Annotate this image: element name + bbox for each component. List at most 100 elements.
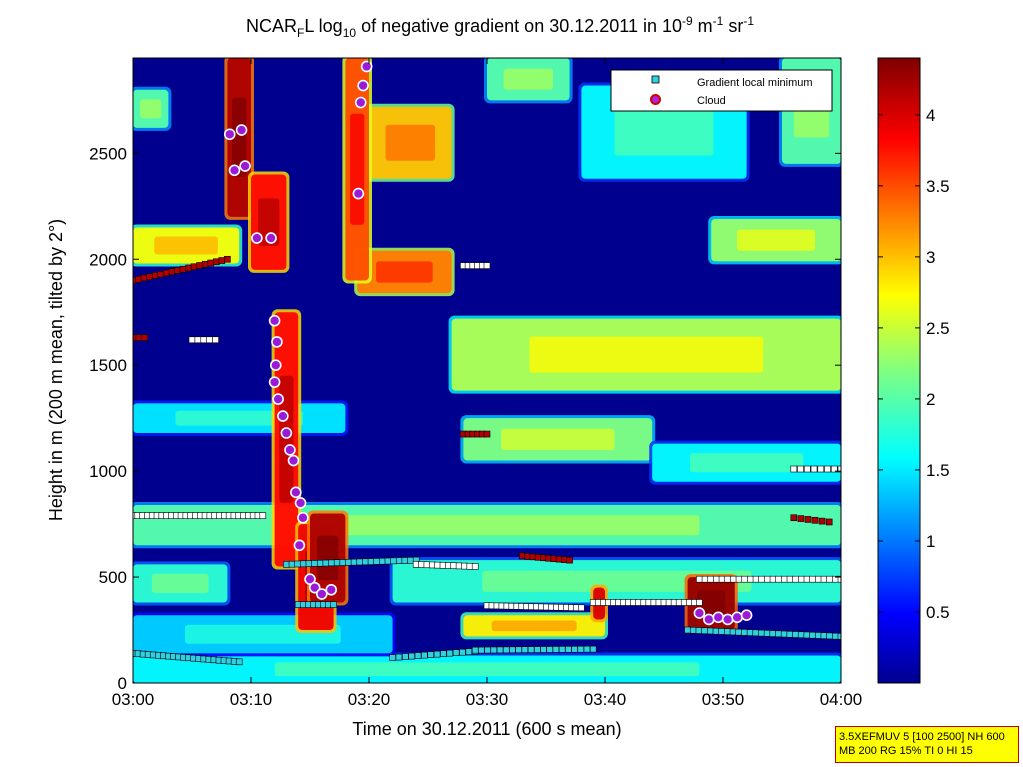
gradient-minimum-marker — [566, 556, 573, 564]
gradient-minimum-marker — [330, 601, 337, 608]
cloud-marker — [268, 314, 281, 327]
colorbar-tick-label: 3 — [926, 248, 935, 267]
title-sup2: -1 — [713, 14, 724, 28]
legend-box — [610, 69, 833, 112]
gradient-minimum-marker — [811, 516, 819, 524]
colorbar-tick-label: 3.5 — [926, 177, 950, 196]
gradient-minimum-marker — [490, 646, 498, 654]
y-tick-label: 1500 — [89, 356, 127, 375]
gradient-minimum-marker — [218, 257, 226, 264]
cloud-marker — [360, 60, 373, 73]
gradient-minimum-marker — [389, 654, 396, 661]
gradient-minimum-marker — [483, 430, 491, 438]
heatmap-core — [350, 113, 365, 225]
gradient-minimum-marker — [483, 262, 491, 269]
x-tick-label: 03:00 — [112, 690, 155, 709]
heatmap-core — [503, 68, 554, 90]
gradient-minimum-marker — [140, 274, 148, 282]
cloud-marker — [268, 376, 281, 388]
gradient-minimum-marker — [212, 258, 220, 266]
cloud-marker — [693, 607, 706, 619]
x-tick-label: 04:00 — [820, 690, 863, 709]
gradient-minimum-marker — [786, 630, 794, 638]
info-line-1: 3.5XEFMUV 5 [100 2500] NH 600 — [839, 731, 1005, 743]
gradient-minimum-marker — [718, 575, 726, 583]
gradient-minimum-marker — [395, 557, 403, 564]
gradient-minimum-marker — [809, 631, 816, 639]
heatmap-core — [232, 97, 247, 178]
gradient-minimum-marker — [471, 646, 479, 654]
gradient-minimum-marker — [735, 628, 743, 636]
y-tick-label: 500 — [99, 568, 127, 587]
gradient-minimum-marker — [311, 560, 318, 567]
gradient-minimum-marker — [792, 575, 799, 583]
gradient-minimum-marker — [350, 558, 358, 566]
gradient-minimum-marker — [786, 575, 794, 583]
x-tick-label: 03:30 — [466, 690, 509, 709]
cloud-marker — [280, 427, 293, 439]
y-tick-label: 0 — [118, 674, 127, 693]
title-sub1: F — [297, 26, 304, 40]
cloud-marker — [304, 573, 316, 585]
gradient-minimum-marker — [471, 563, 479, 570]
gradient-minimum-marker — [509, 646, 516, 654]
gradient-minimum-marker — [135, 275, 142, 283]
gradient-minimum-marker — [188, 336, 196, 344]
gradient-minimum-marker — [558, 646, 566, 653]
gradient-minimum-marker — [235, 658, 243, 666]
cloud-marker — [740, 609, 753, 622]
cloud-marker — [287, 454, 300, 467]
heatmap-core — [501, 428, 615, 450]
gradient-minimum-marker — [194, 336, 202, 344]
x-axis-ticks: 03:00 03:10 03:20 03:30 03:40 03:50 04:00 — [112, 58, 863, 709]
title-mid: L log — [304, 16, 342, 36]
gradient-minimum-marker — [707, 627, 714, 635]
gradient-minimum-marker — [515, 646, 522, 654]
colorbar — [877, 57, 921, 684]
gradient-minimum-marker — [408, 652, 415, 660]
x-tick-label: 03:20 — [348, 690, 391, 709]
heatmap-core — [491, 620, 577, 632]
gradient-minima-markers — [133, 255, 841, 666]
cloud-marker — [297, 511, 309, 524]
gradient-minimum-marker — [837, 465, 841, 473]
parameter-info-box: 3.5XEFMUV 5 [100 2500] NH 600 MB 200 RG … — [835, 726, 1019, 763]
gradient-minimum-marker — [521, 646, 529, 654]
gradient-minimum-marker — [735, 575, 743, 583]
colorbar-ticks: 0.5 1 1.5 2 2.5 3 3.5 4 — [878, 106, 950, 622]
title-sub2: 10 — [343, 26, 357, 40]
heatmap-core — [175, 410, 303, 426]
title-prefix: NCAR — [246, 16, 297, 36]
heatmap-core — [151, 573, 209, 593]
gradient-minimum-marker — [809, 575, 816, 583]
gradient-minimum-marker — [724, 628, 731, 635]
cloud-marker — [712, 611, 725, 624]
gradient-minimum-marker — [452, 649, 460, 656]
legend-cloud-label: Cloud — [697, 95, 726, 107]
gradient-minimum-marker — [803, 631, 811, 639]
gradient-minimum-marker — [546, 646, 554, 653]
gradient-minimum-marker — [797, 465, 804, 473]
gradient-minimum-marker — [496, 646, 504, 654]
title-sup3: -1 — [743, 14, 754, 28]
cloud-marker — [357, 79, 369, 92]
gradient-minimum-marker — [797, 515, 805, 522]
gradient-minimum-marker — [414, 652, 422, 659]
gradient-minimum-marker — [684, 626, 691, 634]
colorbar-tick-label: 2.5 — [926, 319, 950, 338]
gradient-minimum-marker — [775, 575, 782, 583]
cloud-marker — [272, 393, 284, 405]
gradient-minimum-marker — [701, 575, 709, 583]
heatmap-core — [689, 453, 804, 473]
gradient-minimum-marker — [775, 630, 782, 638]
gradient-minimum-marker — [707, 575, 715, 583]
heatmap-core — [376, 261, 433, 283]
gradient-minimum-marker — [179, 265, 187, 273]
cloud-marker — [235, 124, 248, 136]
gradient-minimum-marker — [300, 560, 307, 568]
gradient-minimum-marker — [837, 575, 841, 583]
gradient-minimum-marker — [769, 630, 777, 637]
gradient-minimum-marker — [810, 465, 818, 473]
gradient-minimum-marker — [803, 465, 811, 473]
